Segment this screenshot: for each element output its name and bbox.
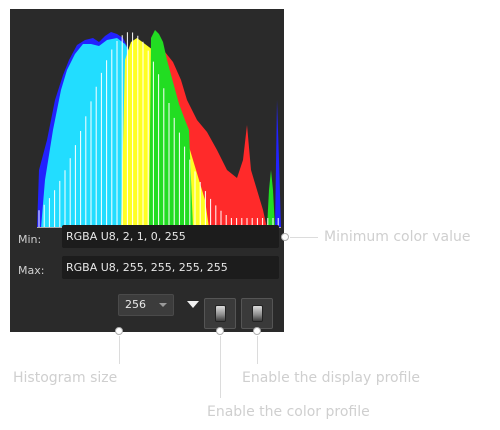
- histogram-size-select[interactable]: 256: [118, 294, 174, 316]
- min-label: Min:: [18, 233, 42, 246]
- callout-line-enable-color-profile: [220, 336, 221, 398]
- callout-dot-minimum-color-value: [281, 233, 289, 241]
- callout-dot-enable-color-profile: [216, 327, 224, 335]
- histogram-grid-lines: [37, 32, 281, 228]
- histogram-green-spike: [267, 170, 275, 228]
- chevron-down-icon: [159, 303, 167, 307]
- callout-enable-color-profile: Enable the color profile: [207, 404, 370, 420]
- callout-minimum-color-value: Minimum color value: [324, 229, 471, 245]
- callout-line-histogram-size: [119, 336, 120, 364]
- callout-dot-enable-display-profile: [253, 327, 261, 335]
- triangle-down-icon[interactable]: [187, 301, 199, 308]
- histogram-blue-spike: [275, 100, 281, 228]
- callout-dot-histogram-size: [115, 327, 123, 335]
- callout-enable-display-profile: Enable the display profile: [242, 370, 420, 386]
- histogram-size-value: 256: [125, 298, 146, 311]
- callout-line-minimum-color-value: [290, 237, 318, 238]
- callout-line-enable-display-profile: [257, 336, 258, 364]
- profile-gradient-icon: [253, 306, 262, 321]
- display-profile-toggle-button[interactable]: [241, 298, 273, 329]
- min-value-field[interactable]: RGBA U8, 2, 1, 0, 255: [62, 225, 279, 248]
- callout-histogram-size: Histogram size: [13, 370, 118, 386]
- histogram-panel: Min: RGBA U8, 2, 1, 0, 255 Max: RGBA U8,…: [10, 9, 284, 332]
- histogram-green-channel: [149, 30, 193, 228]
- max-label: Max:: [18, 264, 45, 277]
- profile-gradient-icon: [216, 306, 225, 321]
- color-profile-toggle-button[interactable]: [204, 298, 236, 329]
- max-value-field[interactable]: RGBA U8, 255, 255, 255, 255: [62, 256, 279, 279]
- histogram-chart: [37, 30, 281, 228]
